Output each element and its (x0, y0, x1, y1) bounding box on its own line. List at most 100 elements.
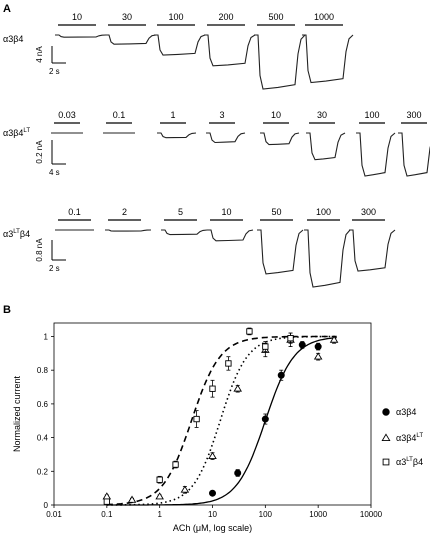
data-point (313, 352, 323, 360)
data-point (209, 489, 216, 497)
panel-a-label: A (3, 3, 11, 15)
trace-row-label-sup: LT (13, 228, 20, 235)
scale-bar-current-label: 0.2 nA (35, 140, 44, 164)
current-trace (254, 34, 306, 90)
concentration-label: 200 (218, 12, 233, 22)
concentration-label: 5 (178, 207, 183, 217)
trace-row-label-sup: LT (23, 127, 30, 134)
data-point (172, 461, 179, 468)
current-trace (398, 132, 430, 177)
legend-label: α3LTβ4 (396, 456, 423, 467)
series-1 (209, 341, 322, 497)
trace-row-label: α3β4LT (3, 127, 30, 138)
concentration-label: 30 (317, 110, 327, 120)
concentration-label: 300 (406, 110, 421, 120)
concentration-label: 30 (122, 12, 132, 22)
current-trace (260, 132, 300, 146)
fit-curve-2 (106, 335, 337, 506)
trace-row-label: α3LTβ4 (3, 228, 30, 239)
current-trace (55, 34, 107, 38)
trace-row-label-main: α3 (3, 229, 13, 239)
scale-bar-time-label: 4 s (49, 168, 60, 177)
x-tick-label: 1 (157, 510, 162, 519)
y-tick-label: 0 (44, 501, 49, 510)
y-tick-label: 0.4 (37, 434, 49, 443)
current-trace (302, 34, 354, 84)
data-point (193, 415, 200, 423)
data-point (287, 335, 294, 342)
current-trace (204, 34, 256, 67)
trace-row-label-main: α3β4 (3, 128, 23, 138)
legend-label-tail: β4 (413, 457, 423, 467)
x-tick-label: 10 (208, 510, 217, 519)
trace-row-2: α3β4LT 0.2 nA 4 s 0.03 0.1 1 3 10 30 100 300 (3, 110, 430, 177)
data-point (233, 384, 242, 392)
legend-label-sup: LT (416, 432, 423, 439)
x-axis-label: ACh (μM, log scale) (173, 523, 252, 533)
y-tick-label: 0.6 (37, 400, 49, 409)
current-trace (206, 132, 246, 144)
concentration-label: 300 (361, 207, 376, 217)
series-2 (102, 332, 339, 503)
y-axis-label: Normalized current (12, 375, 22, 452)
current-trace (161, 229, 208, 236)
current-trace (356, 132, 396, 177)
legend-label: α3β4LT (396, 432, 423, 443)
y-tick-label: 0.2 (37, 467, 49, 476)
current-trace (154, 34, 206, 56)
current-trace (306, 132, 346, 161)
concentration-label: 1000 (314, 12, 334, 22)
trace-row-label-tail: β4 (20, 229, 30, 239)
fit-curve-3 (106, 335, 337, 506)
trace-row-label: α3β4 (3, 34, 23, 44)
plot-frame (53, 322, 372, 506)
series-3 (103, 327, 294, 505)
legend-marker (381, 433, 391, 442)
current-trace (157, 132, 197, 139)
legend-label-main: α3β4 (396, 433, 416, 443)
current-trace (304, 229, 351, 288)
y-tick-label: 1 (44, 332, 49, 341)
current-trace (349, 229, 396, 272)
x-tick-label: 10000 (360, 510, 383, 519)
scale-bar-time-label: 2 s (49, 67, 60, 76)
scale-bar-time-label: 2 s (49, 264, 60, 273)
legend-label: α3β4 (396, 407, 416, 417)
trace-row-3: α3LTβ4 0.8 nA 2 s 0.1 2 5 10 50 100 300 (3, 207, 396, 288)
data-point (314, 343, 322, 351)
data-point (246, 328, 253, 335)
concentration-label: 100 (168, 12, 183, 22)
x-tick-label: 1000 (309, 510, 327, 519)
legend-marker (382, 458, 390, 466)
data-point (209, 385, 216, 392)
data-point (180, 485, 190, 493)
data-point (155, 492, 164, 500)
data-point (261, 415, 269, 423)
concentration-label: 100 (364, 110, 379, 120)
data-point (277, 371, 285, 379)
concentration-label: 0.03 (58, 110, 76, 120)
data-point (102, 492, 112, 500)
x-tick-label: 0.01 (46, 510, 62, 519)
concentration-label: 0.1 (113, 110, 126, 120)
legend-label-main: α3β4 (396, 407, 416, 417)
concentration-label: 0.1 (68, 207, 81, 217)
trace-row-label-main: α3β4 (3, 34, 23, 44)
data-point (262, 343, 269, 350)
current-trace (105, 34, 157, 45)
trace-row-1: α3β4 4 nA 2 s 10 30 100 200 500 1000 (3, 12, 354, 90)
concentration-label: 10 (72, 12, 82, 22)
concentration-label: 100 (316, 207, 331, 217)
concentration-label: 3 (219, 110, 224, 120)
concentration-label: 500 (268, 12, 283, 22)
scale-bar-current-label: 4 nA (35, 46, 44, 63)
y-tick-label: 0.8 (37, 366, 49, 375)
concentration-label: 10 (271, 110, 281, 120)
data-point (156, 476, 163, 483)
data-point (234, 469, 242, 477)
legend-label-sup: LT (406, 456, 413, 463)
current-trace (207, 229, 254, 242)
data-point (127, 495, 137, 503)
